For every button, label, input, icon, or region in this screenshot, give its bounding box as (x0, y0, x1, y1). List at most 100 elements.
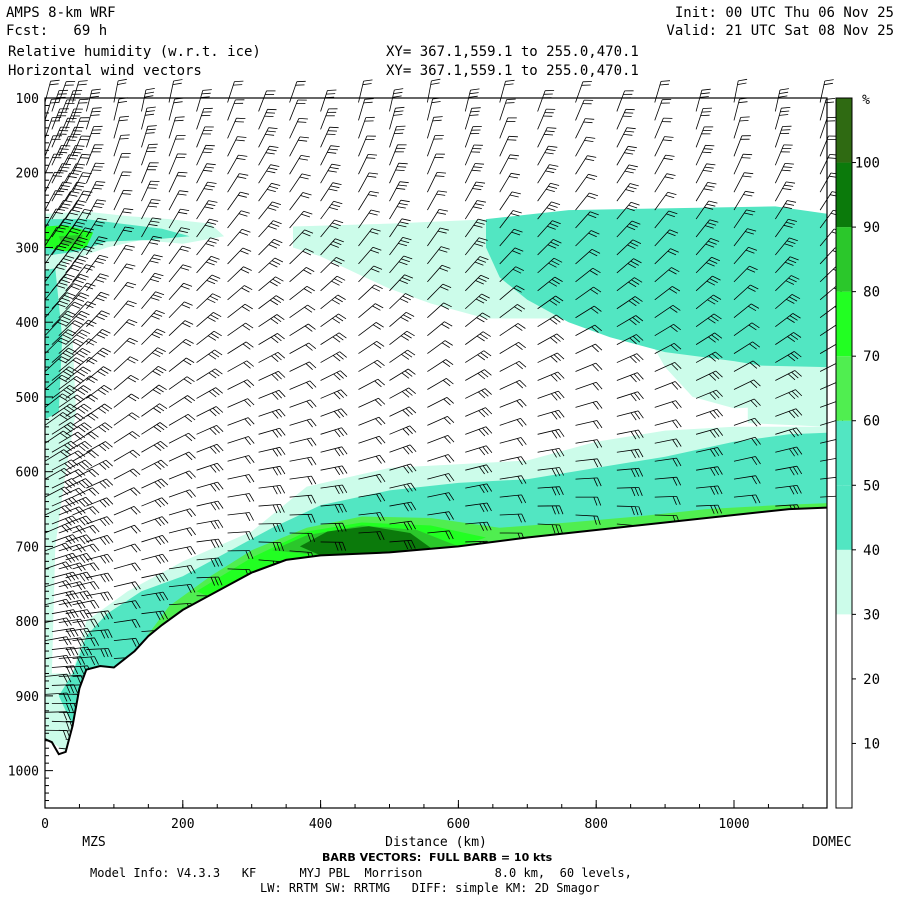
wind-barb (695, 408, 724, 419)
wind-barb (65, 571, 93, 582)
barb-feather (214, 539, 220, 548)
wind-barb (389, 181, 409, 202)
wind-barb (575, 230, 600, 247)
barb-feather (709, 411, 716, 419)
barb-feather (590, 307, 599, 314)
wind-barb (86, 347, 111, 363)
barb-feather (402, 409, 410, 417)
wind-barb (575, 324, 602, 337)
barb-feather (71, 304, 81, 309)
wind-barb (465, 521, 492, 531)
wind-barb (86, 273, 109, 292)
barb-feather (374, 380, 382, 388)
barb-feather (793, 332, 802, 338)
barb-feather (96, 315, 105, 320)
barb-feather (233, 84, 243, 86)
barb-staff (358, 135, 368, 157)
barb-feather (99, 481, 107, 489)
wind-barb (537, 314, 564, 328)
barb-staff (44, 486, 65, 498)
barb-feather (73, 378, 82, 384)
barb-feather (214, 520, 220, 529)
barb-staff (654, 476, 677, 480)
barb-feather (127, 358, 136, 364)
barb-feather (85, 478, 93, 486)
barb-feather (712, 391, 720, 399)
wind-barb (499, 117, 517, 139)
barb-feather (307, 533, 312, 542)
barb-staff (196, 200, 209, 220)
barb-feather (215, 387, 223, 394)
wind-barb (499, 437, 527, 446)
wind-barb (465, 312, 491, 328)
y-tick-label: 800 (16, 615, 39, 630)
barb-feather (153, 444, 162, 451)
barb-feather (238, 213, 248, 217)
barb-feather (597, 458, 602, 467)
barb-feather (634, 296, 643, 302)
barb-feather (88, 338, 97, 344)
barb-feather (64, 499, 72, 507)
barb-feather (59, 319, 69, 324)
barb-feather (240, 268, 250, 274)
barb-feather (73, 628, 79, 637)
barb-feather (482, 465, 489, 474)
colorbar-segment (836, 420, 852, 486)
barb-feather (597, 477, 602, 487)
barb-feather (750, 419, 758, 427)
barb-feather (153, 426, 162, 433)
barb-feather (100, 574, 106, 583)
barb-feather (510, 172, 520, 176)
wind-barb (575, 362, 603, 372)
field-name-rh: Relative humidity (w.r.t. ice) (8, 44, 261, 60)
barb-feather (71, 478, 79, 485)
wind-barb (227, 322, 254, 336)
barb-feather (473, 224, 483, 228)
barb-feather (666, 173, 676, 176)
wind-barb (258, 408, 286, 419)
wind-barb (537, 220, 561, 238)
barb-feather (145, 91, 155, 94)
barb-feather (393, 114, 403, 116)
barb-staff (72, 282, 88, 301)
barb-feather (779, 114, 789, 116)
barb-feather (245, 531, 250, 541)
wind-barb (168, 320, 194, 336)
barb-feather (78, 487, 86, 495)
barb-feather (161, 478, 169, 486)
barb-feather (69, 628, 75, 637)
wind-barb (227, 154, 248, 175)
wind-barb (86, 648, 113, 658)
barb-feather (755, 475, 761, 484)
wind-barb (537, 295, 564, 310)
barb-staff (58, 450, 79, 462)
wind-barb (775, 408, 803, 419)
wind-barb (51, 684, 78, 694)
barb-feather (124, 226, 134, 229)
wind-barb (141, 106, 156, 130)
barb-feather (186, 376, 195, 383)
wind-barb (537, 523, 563, 534)
barb-feather (66, 617, 72, 626)
barb-staff (320, 127, 330, 148)
barb-feather (706, 203, 716, 207)
wind-barb (58, 301, 83, 319)
barb-feather (306, 382, 313, 390)
barb-feather (131, 619, 137, 628)
wind-barb (51, 163, 72, 184)
barb-feather (157, 461, 165, 469)
barb-feather (77, 389, 86, 396)
wind-barb (616, 410, 644, 421)
barb-feather (268, 225, 277, 230)
wind-barb (168, 227, 190, 247)
barb-feather (484, 369, 492, 376)
barb-feather (280, 542, 284, 552)
wind-barb (196, 255, 220, 274)
barb-feather (208, 372, 217, 379)
barb-feather (376, 531, 381, 541)
wind-barb (537, 108, 556, 130)
wind-barb (51, 89, 69, 112)
barb-staff (86, 648, 109, 650)
barb-feather (557, 371, 565, 379)
barb-feather (76, 675, 82, 684)
